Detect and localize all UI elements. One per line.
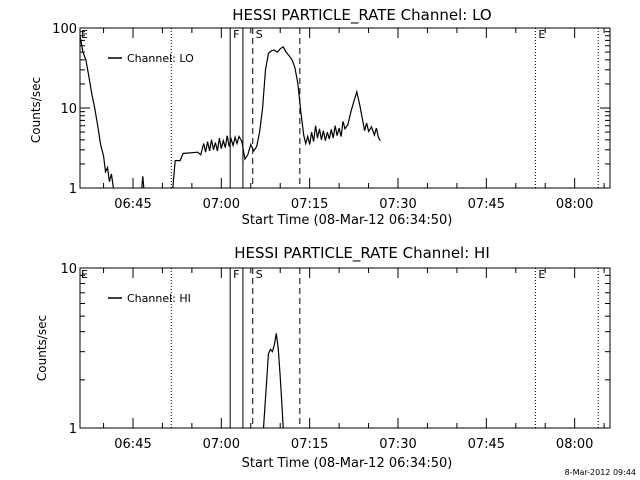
x-tick-label: 08:00 xyxy=(556,197,593,212)
x-axis-label: Start Time (08-Mar-12 06:34:50) xyxy=(242,456,453,471)
x-tick-label: 07:30 xyxy=(379,437,416,452)
y-tick-label: 1 xyxy=(69,182,77,197)
event-marker-label: E xyxy=(538,28,545,41)
y-tick-label: 10 xyxy=(60,262,77,277)
series-line xyxy=(262,333,284,429)
x-tick-label: 07:45 xyxy=(468,437,505,452)
series-line xyxy=(172,46,381,189)
y-tick-label: 1 xyxy=(69,422,77,437)
footer-timestamp: 8-Mar-2012 09:44 xyxy=(565,468,636,477)
y-tick-label: 100 xyxy=(52,22,77,37)
panel-lo: HESSI PARTICLE_RATE Channel: LO Counts/s… xyxy=(29,6,611,228)
legend: Channel: LO xyxy=(108,52,194,65)
series-line xyxy=(141,176,145,189)
x-tick-label: 06:45 xyxy=(114,437,151,452)
x-tick-label: 08:00 xyxy=(556,437,593,452)
event-marker-label: S xyxy=(256,28,263,41)
x-axis-label: Start Time (08-Mar-12 06:34:50) xyxy=(242,213,453,228)
chart-title: HESSI PARTICLE_RATE Channel: HI xyxy=(234,244,490,263)
panel-hi: HESSI PARTICLE_RATE Channel: HI Counts/s… xyxy=(35,244,611,471)
x-tick-label: 07:00 xyxy=(203,437,240,452)
y-tick-label: 10 xyxy=(60,102,77,117)
event-marker-label: S xyxy=(256,268,263,281)
plot-frame xyxy=(79,267,611,429)
y-axis-label: Counts/sec xyxy=(29,77,43,143)
x-tick-label: 07:15 xyxy=(291,437,328,452)
edge-marker-label: E xyxy=(81,268,88,281)
event-marker-label: F xyxy=(233,28,239,41)
edge-marker-label: E xyxy=(81,28,88,41)
event-marker-label: E xyxy=(538,268,545,281)
series-line xyxy=(79,35,114,189)
legend: Channel: HI xyxy=(108,292,191,305)
chart-title: HESSI PARTICLE_RATE Channel: LO xyxy=(232,6,491,25)
x-tick-label: 06:45 xyxy=(114,197,151,212)
legend-label: Channel: LO xyxy=(127,52,194,65)
legend-label: Channel: HI xyxy=(127,292,191,305)
event-marker-label: F xyxy=(233,268,239,281)
x-tick-label: 07:30 xyxy=(379,197,416,212)
x-tick-label: 07:45 xyxy=(468,197,505,212)
x-tick-label: 07:15 xyxy=(291,197,328,212)
y-axis-label: Counts/sec xyxy=(35,315,49,381)
x-tick-label: 07:00 xyxy=(203,197,240,212)
